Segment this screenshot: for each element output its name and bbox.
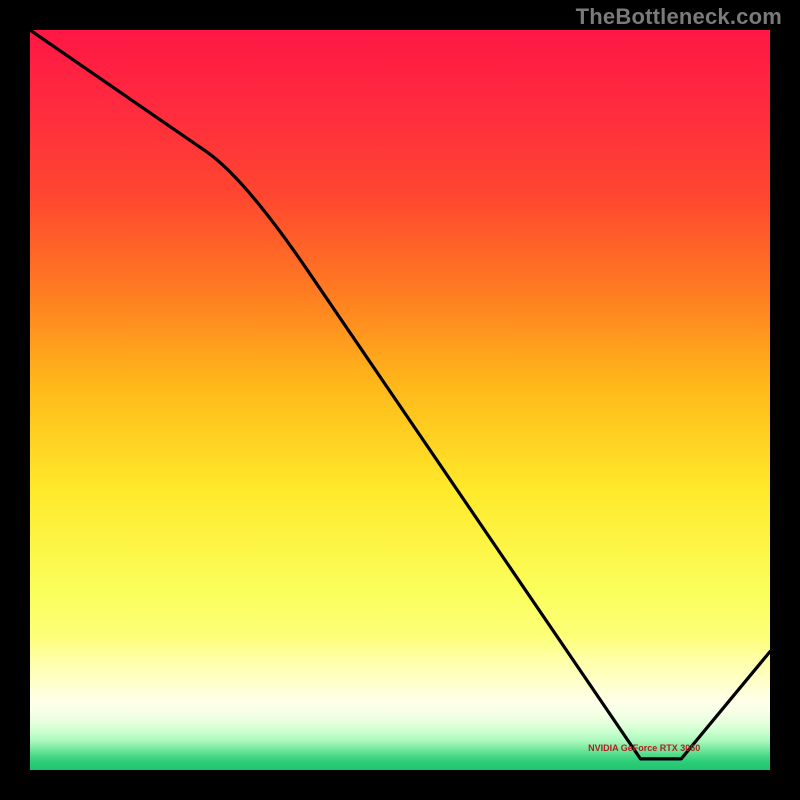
watermark-text: TheBottleneck.com: [576, 4, 782, 30]
line-chart-svg: [30, 30, 770, 770]
series-line: [30, 30, 770, 759]
series-marker-label: NVIDIA GeForce RTX 3060: [588, 743, 700, 753]
plot-area: NVIDIA GeForce RTX 3060: [30, 30, 770, 770]
chart-frame: TheBottleneck.com NVIDIA GeForce RTX 306…: [0, 0, 800, 800]
